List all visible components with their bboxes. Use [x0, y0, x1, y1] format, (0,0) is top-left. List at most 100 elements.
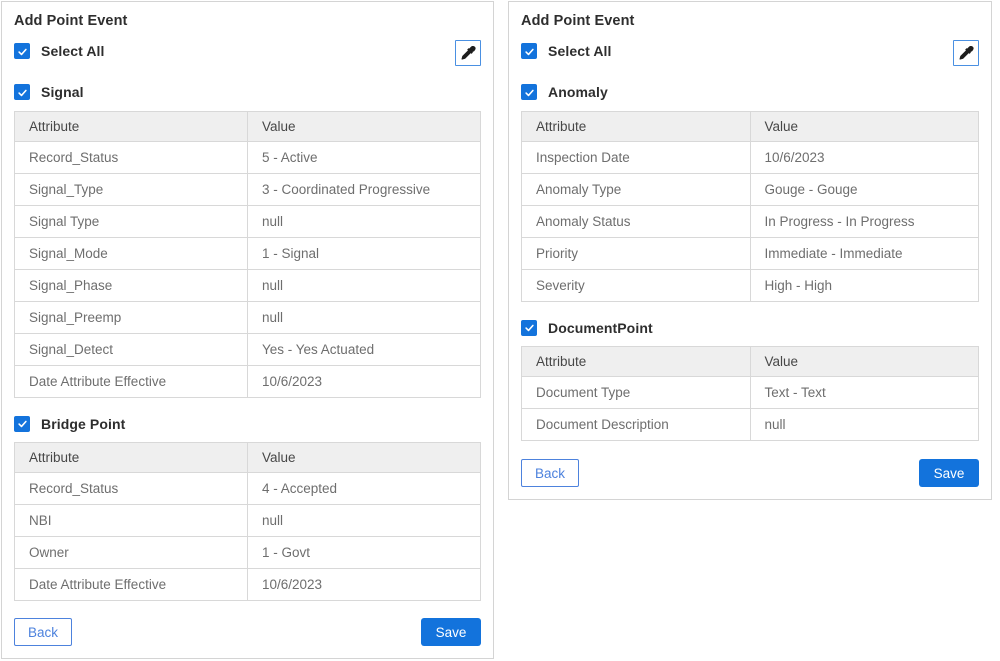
eyedropper-icon	[460, 45, 476, 61]
eyedropper-icon	[958, 45, 974, 61]
value-cell: null	[749, 408, 979, 441]
section-label: Bridge Point	[41, 415, 126, 432]
table-row: Signal_Type 3 - Coordinated Progressive	[14, 172, 481, 206]
checkbox-checked[interactable]	[14, 84, 30, 100]
table-header-row: Attribute Value	[14, 442, 481, 473]
save-button[interactable]: Save	[919, 459, 979, 487]
save-button[interactable]: Save	[421, 618, 481, 646]
table-row: Signal Type null	[14, 204, 481, 238]
attribute-cell: Anomaly Type	[521, 172, 751, 206]
checkbox-checked[interactable]	[521, 319, 537, 336]
checkbox-checked[interactable]	[521, 43, 537, 59]
back-button[interactable]: Back	[521, 459, 580, 487]
table-row: Date Attribute Effective 10/6/2023	[14, 364, 481, 398]
attribute-cell: Anomaly Status	[521, 204, 751, 238]
sections-container: Anomaly Attribute Value Inspection Date …	[521, 66, 979, 441]
table-row: Inspection Date 10/6/2023	[521, 140, 979, 174]
attribute-cell: Signal_Detect	[14, 332, 248, 366]
section-checkbox-row[interactable]: Anomaly	[521, 84, 608, 100]
column-header-attribute: Attribute	[521, 346, 751, 377]
eyedropper-button[interactable]	[953, 40, 979, 66]
attribute-cell: Signal Type	[14, 204, 248, 238]
value-cell: Yes - Yes Actuated	[247, 332, 481, 366]
footer: Back Save	[14, 618, 481, 646]
value-cell: 1 - Signal	[247, 236, 481, 270]
attribute-cell: Date Attribute Effective	[14, 568, 248, 601]
column-header-attribute: Attribute	[14, 110, 248, 142]
value-cell: 10/6/2023	[749, 140, 979, 174]
table-body: Document Type Text - Text Document Descr…	[521, 376, 979, 441]
section-checkbox-row[interactable]: Bridge Point	[14, 415, 126, 432]
column-header-value: Value	[247, 110, 481, 142]
attribute-cell: Date Attribute Effective	[14, 364, 248, 398]
footer: Back Save	[521, 459, 979, 487]
add-point-event-panel: Add Point Event Select All Anomaly Attri…	[508, 1, 992, 500]
section-label: DocumentPoint	[548, 319, 653, 336]
select-all-checkbox-row[interactable]: Select All	[14, 43, 105, 59]
select-all-checkbox-row[interactable]: Select All	[521, 43, 612, 59]
table-row: Record_Status 4 - Accepted	[14, 472, 481, 505]
section-checkbox-row[interactable]: Signal	[14, 84, 84, 100]
eyedropper-button[interactable]	[455, 40, 481, 66]
section-checkbox-row[interactable]: DocumentPoint	[521, 319, 653, 336]
add-point-event-panel: Add Point Event Select All Signal Attrib…	[1, 1, 494, 659]
layer-section: Bridge Point Attribute Value Record_Stat…	[14, 415, 481, 601]
value-cell: 10/6/2023	[247, 568, 481, 601]
table-row: NBI null	[14, 504, 481, 537]
select-all-label: Select All	[548, 43, 612, 59]
table-body: Inspection Date 10/6/2023 Anomaly Type G…	[521, 140, 979, 302]
column-header-value: Value	[247, 442, 481, 473]
table-row: Anomaly Type Gouge - Gouge	[521, 172, 979, 206]
attribute-cell: Signal_Type	[14, 172, 248, 206]
table-row: Signal_Preemp null	[14, 300, 481, 334]
table-row: Document Description null	[521, 408, 979, 441]
attribute-table: Attribute Value Document Type Text - Tex…	[521, 346, 979, 441]
attribute-cell: Record_Status	[14, 472, 248, 505]
value-cell: null	[247, 300, 481, 334]
sections-container: Signal Attribute Value Record_Status 5 -…	[14, 66, 481, 601]
checkbox-checked[interactable]	[14, 43, 30, 59]
layer-section: DocumentPoint Attribute Value Document T…	[521, 319, 979, 441]
value-cell: Text - Text	[749, 376, 979, 409]
table-row: Signal_Detect Yes - Yes Actuated	[14, 332, 481, 366]
attribute-table: Attribute Value Record_Status 5 - Active…	[14, 110, 481, 398]
section-label: Signal	[41, 84, 84, 100]
panel-title: Add Point Event	[521, 13, 635, 29]
value-cell: 5 - Active	[247, 140, 481, 174]
table-row: Anomaly Status In Progress - In Progress	[521, 204, 979, 238]
attribute-cell: Priority	[521, 236, 751, 270]
value-cell: null	[247, 204, 481, 238]
select-all-row: Select All	[521, 40, 979, 66]
attribute-cell: NBI	[14, 504, 248, 537]
value-cell: Immediate - Immediate	[749, 236, 979, 270]
attribute-cell: Document Type	[521, 376, 751, 409]
value-cell: 10/6/2023	[247, 364, 481, 398]
value-cell: High - High	[749, 268, 979, 302]
table-body: Record_Status 4 - Accepted NBI null Owne…	[14, 472, 481, 601]
table-row: Record_Status 5 - Active	[14, 140, 481, 174]
checkbox-checked[interactable]	[521, 84, 537, 100]
value-cell: 3 - Coordinated Progressive	[247, 172, 481, 206]
value-cell: In Progress - In Progress	[749, 204, 979, 238]
panel-title: Add Point Event	[14, 13, 128, 29]
column-header-value: Value	[749, 110, 979, 142]
back-button[interactable]: Back	[14, 618, 73, 646]
table-body: Record_Status 5 - Active Signal_Type 3 -…	[14, 140, 481, 398]
table-row: Severity High - High	[521, 268, 979, 302]
attribute-cell: Owner	[14, 536, 248, 569]
attribute-cell: Document Description	[521, 408, 751, 441]
column-header-value: Value	[749, 346, 979, 377]
select-all-row: Select All	[14, 40, 481, 66]
table-row: Document Type Text - Text	[521, 376, 979, 409]
value-cell: null	[247, 268, 481, 302]
column-header-attribute: Attribute	[14, 442, 248, 473]
table-row: Priority Immediate - Immediate	[521, 236, 979, 270]
attribute-cell: Severity	[521, 268, 751, 302]
column-header-attribute: Attribute	[521, 110, 751, 142]
layer-section: Anomaly Attribute Value Inspection Date …	[521, 84, 979, 302]
attribute-cell: Inspection Date	[521, 140, 751, 174]
table-row: Signal_Mode 1 - Signal	[14, 236, 481, 270]
checkbox-checked[interactable]	[14, 415, 30, 432]
attribute-cell: Signal_Mode	[14, 236, 248, 270]
